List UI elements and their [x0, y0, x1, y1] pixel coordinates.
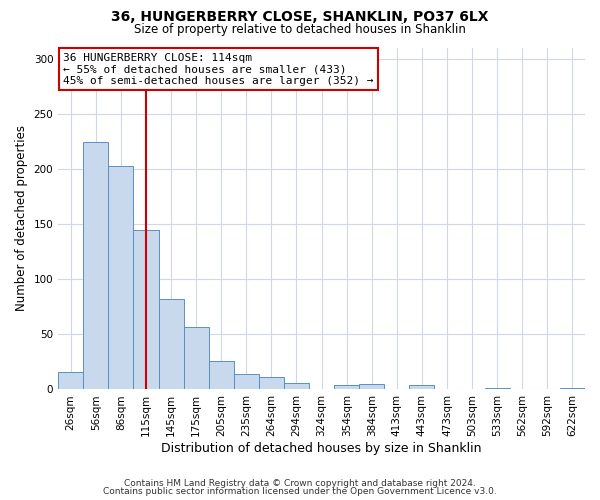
- Bar: [334, 385, 359, 390]
- Bar: [133, 230, 158, 390]
- X-axis label: Distribution of detached houses by size in Shanklin: Distribution of detached houses by size …: [161, 442, 482, 455]
- Bar: [259, 378, 284, 390]
- Bar: [58, 372, 83, 390]
- Text: Contains HM Land Registry data © Crown copyright and database right 2024.: Contains HM Land Registry data © Crown c…: [124, 478, 476, 488]
- Text: Size of property relative to detached houses in Shanklin: Size of property relative to detached ho…: [134, 22, 466, 36]
- Bar: [83, 142, 109, 390]
- Bar: [234, 374, 259, 390]
- Bar: [109, 166, 133, 390]
- Text: 36, HUNGERBERRY CLOSE, SHANKLIN, PO37 6LX: 36, HUNGERBERRY CLOSE, SHANKLIN, PO37 6L…: [111, 10, 489, 24]
- Bar: [485, 388, 510, 390]
- Bar: [560, 388, 585, 390]
- Text: 36 HUNGERBERRY CLOSE: 114sqm
← 55% of detached houses are smaller (433)
45% of s: 36 HUNGERBERRY CLOSE: 114sqm ← 55% of de…: [64, 52, 374, 86]
- Bar: [409, 385, 434, 390]
- Text: Contains public sector information licensed under the Open Government Licence v3: Contains public sector information licen…: [103, 487, 497, 496]
- Bar: [158, 299, 184, 390]
- Bar: [284, 383, 309, 390]
- Bar: [184, 326, 209, 390]
- Y-axis label: Number of detached properties: Number of detached properties: [15, 126, 28, 312]
- Bar: [209, 361, 234, 390]
- Bar: [359, 384, 385, 390]
